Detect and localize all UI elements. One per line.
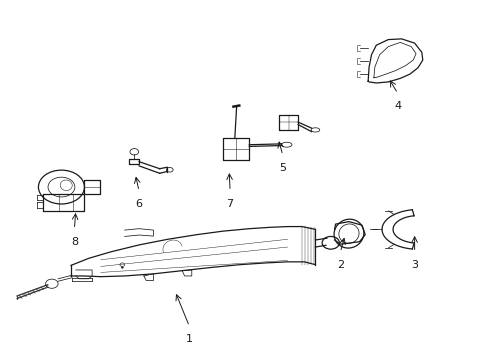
- Text: 7: 7: [226, 199, 233, 209]
- Text: 4: 4: [393, 101, 401, 111]
- Text: 3: 3: [410, 260, 417, 270]
- Text: 6: 6: [135, 199, 142, 209]
- Text: 2: 2: [336, 260, 343, 270]
- Text: 8: 8: [71, 237, 78, 247]
- Circle shape: [121, 267, 123, 268]
- Text: 1: 1: [185, 334, 192, 344]
- Text: 5: 5: [279, 163, 286, 173]
